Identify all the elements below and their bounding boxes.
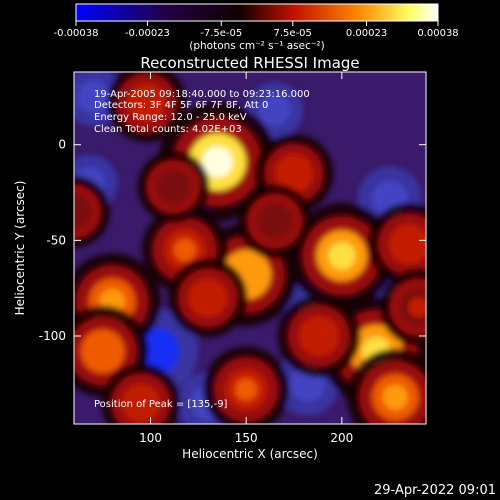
- annotation-detectors: Detectors: 3F 4F 5F 6F 7F 8F, Att 0: [94, 100, 268, 111]
- heatmap-hot-core: [90, 339, 115, 364]
- plot-frame: [73, 71, 427, 425]
- x-tick-label: 100: [139, 431, 162, 445]
- heatmap-hot-core: [197, 287, 219, 308]
- heatmap-hot-core: [136, 92, 157, 113]
- heatmap-hot-core: [265, 211, 285, 231]
- y-tick-label: -100: [39, 329, 66, 343]
- colorbar-tick-label: 0.00038: [417, 28, 458, 39]
- colorbar-bar: [75, 3, 439, 22]
- y-tick-label: 0: [58, 138, 66, 152]
- axes: 100 150 200 0 -50 -100: [39, 72, 426, 445]
- heatmap-hot-core: [74, 202, 84, 221]
- colorbar-tick-label: 0.00023: [346, 28, 387, 39]
- heatmap-hot-core: [234, 378, 258, 401]
- colorbar: -0.00038 -0.00023 -7.5e-05 7.5e-05 0.00023 0.…: [54, 3, 459, 52]
- heatmap-hot-core: [130, 392, 152, 414]
- heatmap-hot-core: [202, 146, 233, 178]
- y-axis-label: Heliocentric Y (arcsec): [13, 181, 27, 316]
- colorbar-tick-label: -0.00038: [54, 28, 99, 39]
- x-axis-label: Heliocentric X (arcsec): [182, 447, 318, 461]
- annotation-energy: Energy Range: 12.0 - 25.0 keV: [94, 112, 247, 123]
- x-tick-label: 200: [330, 431, 353, 445]
- annotation-clean: Clean Total counts: 4.02E+03: [94, 124, 242, 135]
- heatmap-hot-core: [408, 297, 426, 318]
- chart-title: Reconstructed RHESSI Image: [140, 54, 359, 72]
- y-tick-label: -50: [46, 233, 66, 247]
- annotation-time: 19-Apr-2005 09:18:40.000 to 09:23:16.000: [94, 89, 310, 100]
- heatmap: [74, 72, 426, 424]
- heatmap-hot-core: [308, 325, 330, 347]
- heatmap-hot-core: [173, 238, 197, 262]
- heatmap-cold-core: [259, 94, 291, 126]
- annotation-peak: Position of Peak = [135,-9]: [94, 399, 228, 410]
- x-tick-label: 150: [235, 431, 258, 445]
- annotations: 19-Apr-2005 09:18:40.000 to 09:23:16.000…: [94, 89, 310, 410]
- heatmap-hot-core: [283, 163, 305, 184]
- colorbar-tick-label: -7.5e-05: [200, 28, 242, 39]
- colorbar-unit-label: (photons cm⁻² s⁻¹ asec⁻²): [189, 40, 324, 52]
- colorbar-tick-label: 7.5e-05: [274, 28, 312, 39]
- heatmap-hot-core: [398, 233, 420, 255]
- colorbar-ticks: [75, 21, 439, 26]
- heatmap-hot-core: [164, 177, 183, 197]
- heatmap-hot-core: [328, 241, 356, 270]
- heatmap-cold-core: [76, 80, 110, 114]
- footer-date: 29-Apr-2022 09:01: [374, 483, 496, 498]
- colorbar-tick-labels: -0.00038 -0.00023 -7.5e-05 7.5e-05 0.00023 0.…: [54, 28, 459, 39]
- heatmap-blobs: [74, 72, 426, 424]
- heatmap-hot-core: [382, 384, 408, 410]
- colorbar-tick-label: -0.00023: [125, 28, 170, 39]
